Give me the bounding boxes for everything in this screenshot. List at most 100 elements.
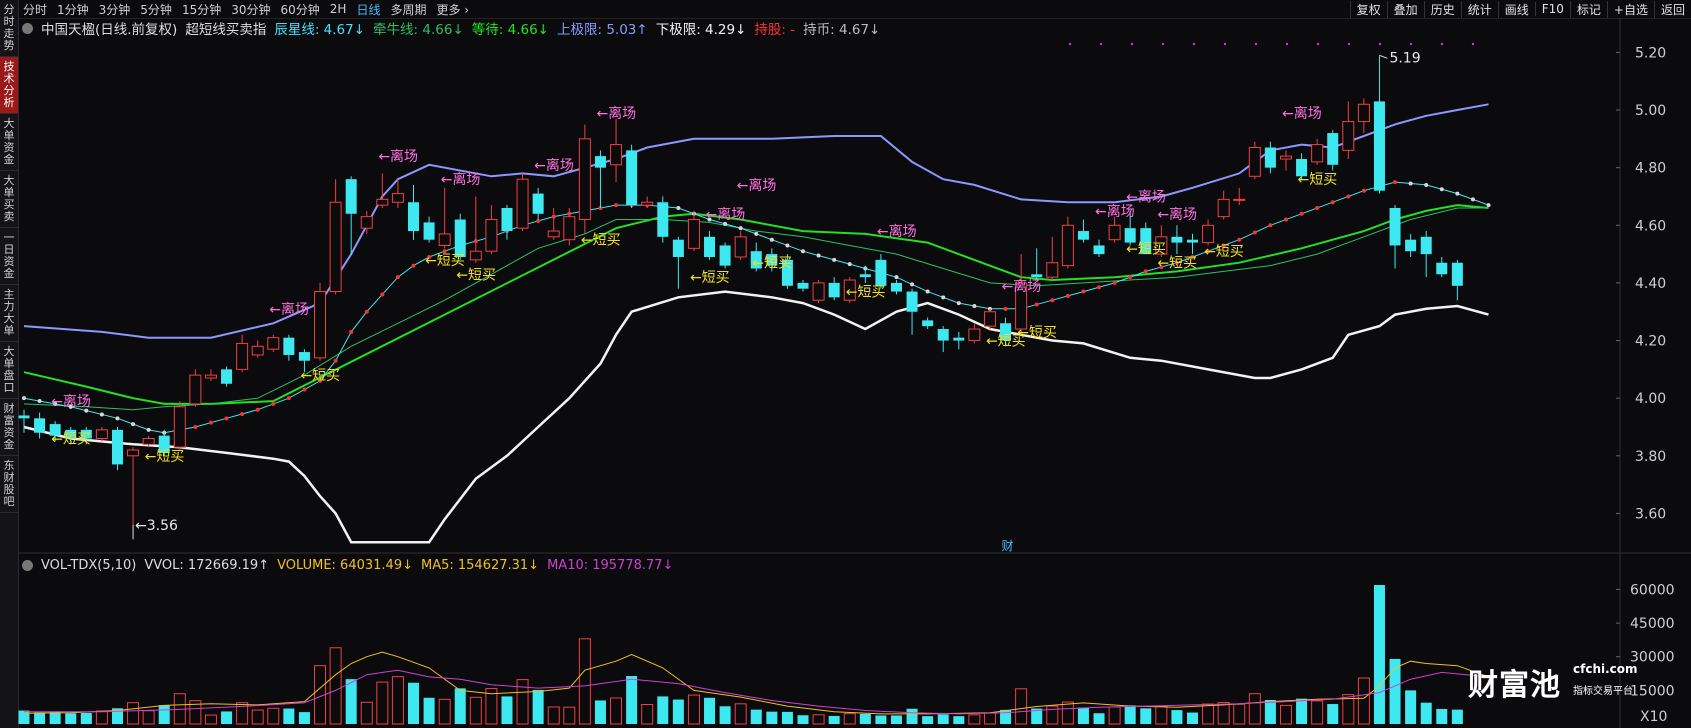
- vol-indicator-name[interactable]: VOL-TDX(5,10): [41, 557, 137, 573]
- volume-bar: [828, 715, 840, 724]
- volume-bar: [127, 702, 140, 725]
- period-tab-6[interactable]: 60分钟: [280, 2, 320, 17]
- buy-signal-label: ←短买: [300, 368, 340, 384]
- sidebar-item-8[interactable]: 东财股吧: [0, 456, 18, 513]
- stock-title: 中国天楹(日线.前复权): [41, 22, 178, 38]
- sidebar-item-5[interactable]: 主力大单: [0, 285, 18, 342]
- volume-bar: [983, 712, 996, 725]
- volume-tick-label: 30000: [1630, 650, 1675, 666]
- candle-body: [1140, 228, 1152, 255]
- candle-body: [1187, 239, 1198, 243]
- volume-bar: [267, 707, 280, 725]
- volume-bar: [438, 698, 451, 725]
- candle-body: [968, 328, 981, 342]
- tool-button-4[interactable]: 画线: [1497, 0, 1535, 18]
- period-tab-4[interactable]: 15分钟: [181, 2, 222, 17]
- indicator-toggle-icon[interactable]: [22, 22, 33, 34]
- signal-dot: [816, 253, 821, 258]
- upper-limit-line: [23, 103, 1489, 339]
- tool-button-2[interactable]: 历史: [1423, 0, 1461, 18]
- volume-bar: [1155, 705, 1168, 725]
- signal-dot: [785, 243, 790, 248]
- tool-button-6[interactable]: 标记: [1569, 0, 1607, 18]
- signal-dot: [255, 407, 260, 412]
- sidebar-item-4[interactable]: 一日资金: [0, 228, 18, 285]
- sidebar-item-3[interactable]: 大单买卖: [0, 171, 18, 228]
- tool-button-5[interactable]: F10: [1534, 2, 1570, 16]
- volume-indicator-info: VOL-TDX(5,10) VVOL: 172669.19↑ VOLUME: 6…: [22, 556, 681, 574]
- volume-toggle-icon[interactable]: [22, 559, 33, 571]
- volume-bar: [1405, 690, 1417, 724]
- period-tab-0[interactable]: 分时: [23, 2, 48, 17]
- volume-bar: [1108, 706, 1121, 725]
- price-tick-label: 5.00: [1635, 103, 1666, 119]
- candle-body: [859, 274, 871, 278]
- period-tab-9[interactable]: 多周期: [390, 2, 427, 17]
- volume-bar: [111, 708, 123, 724]
- signal-dot: [1159, 265, 1164, 270]
- candle-body: [236, 342, 249, 370]
- sidebar-item-6[interactable]: 大单盘口: [0, 342, 18, 399]
- candle-body: [80, 429, 92, 439]
- candle-body: [65, 429, 77, 439]
- candle-body: [345, 179, 357, 214]
- volume-bar: [734, 703, 747, 725]
- signal-dot: [131, 422, 136, 427]
- event-dot: [1378, 42, 1382, 46]
- volume-bar: [204, 714, 217, 725]
- volume-tick-label: 45000: [1630, 616, 1675, 632]
- sidebar-item-2[interactable]: 大单资金: [0, 114, 18, 171]
- tool-button-3[interactable]: 统计: [1460, 0, 1498, 18]
- candle-body: [922, 320, 934, 327]
- leave-signal-label: ←离场: [1157, 206, 1197, 223]
- leave-signal-label: ←离场: [441, 171, 481, 188]
- volume-bar: [516, 679, 529, 725]
- candle-body: [1373, 101, 1385, 191]
- volume-bar: [1327, 704, 1339, 724]
- tool-button-1[interactable]: 叠加: [1386, 0, 1424, 18]
- period-tab-2[interactable]: 3分钟: [98, 2, 131, 17]
- buy-signal-label: ←短买: [1298, 172, 1338, 188]
- tool-button-8[interactable]: 返回: [1653, 0, 1691, 18]
- period-tab-3[interactable]: 5分钟: [140, 2, 172, 17]
- volume-tick-label: 60000: [1630, 582, 1675, 598]
- volume-bar: [1233, 703, 1246, 725]
- signal-dot: [22, 396, 26, 401]
- signal-dot: [208, 420, 213, 425]
- indicator-name[interactable]: 超短线买卖指: [185, 22, 267, 38]
- volume-bar: [1077, 707, 1089, 724]
- period-tab-8[interactable]: 日线: [356, 2, 381, 17]
- signal-dot: [115, 416, 120, 421]
- candle-body: [1405, 239, 1417, 252]
- volume-bar: [1389, 658, 1401, 724]
- signal-dot: [1408, 181, 1413, 186]
- candle-body: [563, 216, 576, 241]
- sidebar-item-0[interactable]: 分时走势: [0, 0, 18, 57]
- volume-bar: [641, 703, 654, 725]
- signal-dot: [364, 309, 369, 314]
- volume-bar: [750, 709, 762, 724]
- signal-dot: [847, 262, 852, 267]
- tool-button-7[interactable]: +自选: [1606, 0, 1654, 18]
- candle-body: [812, 282, 825, 301]
- buy-signal-label: ←短买: [581, 233, 621, 249]
- volume-bar: [469, 696, 482, 725]
- cfchi-watermark-logo: 财富池 cfchi.com 指标交易平台: [1468, 662, 1638, 703]
- sidebar-item-1[interactable]: 技术分析: [0, 57, 18, 114]
- period-tab-5[interactable]: 30分钟: [231, 2, 271, 17]
- volume-bar: [18, 710, 30, 724]
- event-dot: [1285, 42, 1289, 46]
- signal-dot: [1128, 275, 1133, 280]
- candle-body: [1311, 144, 1324, 163]
- period-tab-7[interactable]: 2H: [329, 2, 347, 16]
- signal-dot: [614, 203, 619, 208]
- leave-signal-label: ←离场: [51, 393, 91, 410]
- period-tab-1[interactable]: 1分钟: [57, 2, 89, 17]
- sidebar-item-7[interactable]: 财富资金: [0, 399, 18, 456]
- period-tab-10[interactable]: 更多 ›: [436, 2, 470, 17]
- leave-signal-label: ←离场: [596, 105, 636, 122]
- chenxing-line: [23, 181, 1489, 434]
- tool-button-0[interactable]: 复权: [1349, 0, 1387, 18]
- candle-body: [1264, 147, 1276, 168]
